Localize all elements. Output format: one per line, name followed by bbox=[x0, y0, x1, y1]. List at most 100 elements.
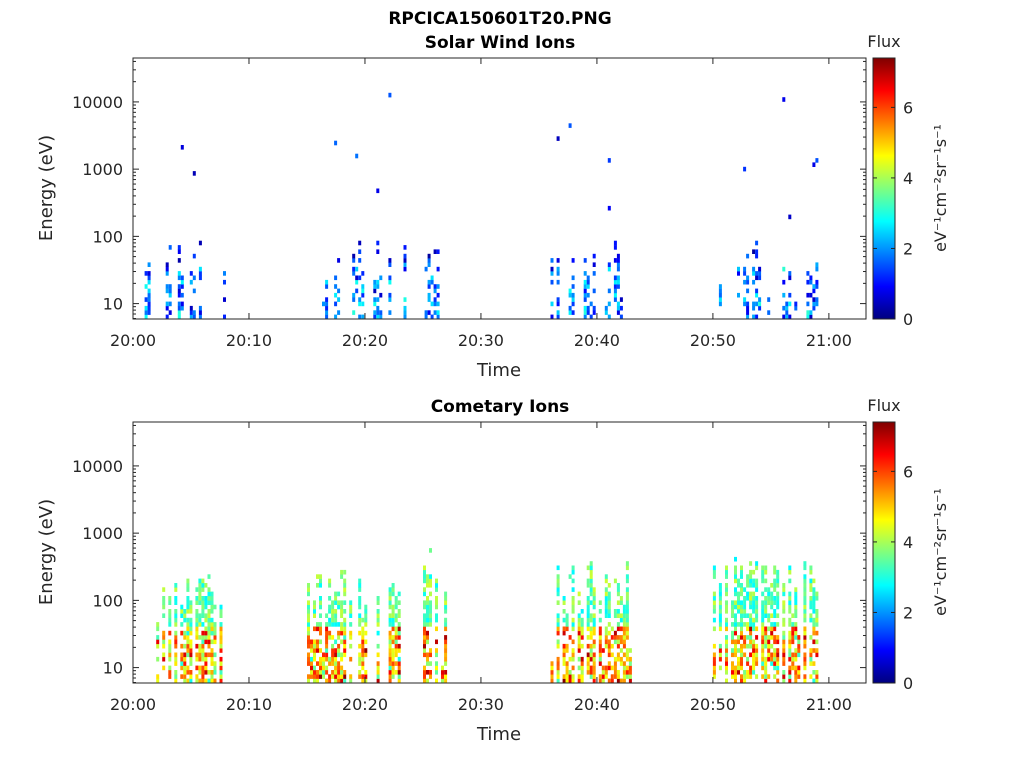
spectrogram-cell bbox=[734, 678, 737, 684]
spectrogram-cell bbox=[340, 569, 344, 575]
spectrogram-cell bbox=[358, 314, 362, 320]
spectrogram-cell bbox=[343, 622, 347, 627]
spectrogram-cell bbox=[388, 617, 392, 623]
spectrogram-cell bbox=[441, 678, 444, 684]
spectrogram-cell bbox=[788, 617, 792, 623]
spectrogram-cell bbox=[204, 639, 208, 645]
spectrogram-cell bbox=[316, 670, 319, 675]
spectrogram-cell bbox=[598, 656, 602, 662]
spectrogram-cell bbox=[313, 643, 316, 649]
spectrogram-cell bbox=[556, 630, 560, 636]
spectrogram-cell bbox=[210, 674, 214, 679]
spectrogram-cell bbox=[755, 604, 759, 610]
spectrogram-cell bbox=[725, 574, 728, 579]
spectrogram-cell bbox=[718, 583, 722, 588]
spectrogram-cell bbox=[376, 314, 380, 320]
spectrogram-cell bbox=[186, 626, 190, 632]
spectrogram-cell bbox=[562, 626, 566, 632]
spectrogram-cell bbox=[195, 674, 199, 679]
spectrogram-cell bbox=[436, 301, 440, 307]
spectrogram-cell bbox=[749, 622, 753, 627]
spectrogram-cell bbox=[797, 635, 801, 640]
spectrogram-cell bbox=[746, 310, 750, 315]
spectrogram-cell bbox=[394, 600, 398, 605]
spectrogram-cell bbox=[601, 678, 605, 684]
spectrogram-cell bbox=[788, 622, 792, 627]
spectrogram-cell bbox=[316, 674, 319, 679]
spectrogram-cell bbox=[556, 565, 560, 571]
spectrogram-cell bbox=[207, 639, 211, 645]
spectrogram-cell bbox=[734, 630, 737, 636]
spectrogram-cell bbox=[568, 305, 572, 311]
spectrogram-cell bbox=[619, 600, 623, 605]
x-tick-label: 20:20 bbox=[342, 695, 388, 714]
spectrogram-cell bbox=[785, 310, 789, 315]
spectrogram-cell bbox=[592, 630, 596, 636]
spectrogram-cell bbox=[328, 583, 332, 588]
spectrogram-cell bbox=[204, 626, 208, 632]
spectrogram-cell bbox=[198, 271, 202, 276]
spectrogram-cell bbox=[436, 292, 440, 298]
spectrogram-cell bbox=[610, 643, 614, 649]
spectrogram-cell bbox=[358, 297, 362, 302]
spectrogram-cell bbox=[746, 661, 750, 666]
spectrogram-cell bbox=[355, 279, 359, 285]
spectrogram-cell bbox=[616, 253, 620, 259]
spectrogram-cell bbox=[556, 656, 560, 662]
spectrogram-cell bbox=[610, 674, 614, 679]
spectrogram-cell bbox=[625, 561, 629, 566]
spectrogram-cell bbox=[809, 613, 813, 618]
spectrogram-cell bbox=[310, 670, 313, 675]
spectrogram-cell bbox=[313, 670, 316, 675]
spectrogram-cell bbox=[397, 665, 401, 671]
spectrogram-cell bbox=[444, 609, 448, 614]
spectrogram-cell bbox=[625, 670, 629, 675]
spectrogram-cell bbox=[764, 604, 768, 610]
spectrogram-cell bbox=[189, 617, 193, 623]
spectrogram-cell bbox=[788, 652, 792, 658]
spectrogram-cell bbox=[403, 258, 407, 263]
spectrogram-cell bbox=[319, 661, 322, 666]
spectrogram-cell bbox=[325, 622, 329, 627]
spectrogram-cell bbox=[604, 596, 608, 601]
spectrogram-cell bbox=[325, 652, 329, 658]
spectrogram-cell bbox=[767, 617, 771, 623]
spectrogram-cell bbox=[794, 613, 798, 618]
spectrogram-cell bbox=[755, 253, 759, 259]
spectrogram-cell bbox=[604, 587, 608, 592]
spectrogram-cell bbox=[322, 674, 325, 679]
spectrogram-cell bbox=[725, 587, 728, 592]
spectrogram-cell bbox=[718, 600, 722, 605]
spectrogram-cell bbox=[319, 639, 322, 645]
spectrogram-cell bbox=[592, 600, 596, 605]
spectrogram-cell bbox=[376, 284, 380, 289]
spectrogram-cell bbox=[340, 574, 344, 579]
spectrogram-cell bbox=[592, 665, 596, 671]
spectrogram-cell bbox=[577, 600, 581, 605]
spectrogram-cell bbox=[349, 622, 353, 627]
spectrogram-cell bbox=[429, 609, 432, 614]
spectrogram-cell bbox=[550, 271, 554, 276]
spectrogram-cell bbox=[337, 674, 341, 679]
spectrogram-cell bbox=[441, 665, 444, 671]
spectrogram-cell bbox=[607, 678, 611, 684]
spectrogram-cell bbox=[313, 665, 316, 671]
spectrogram-cell bbox=[195, 678, 199, 684]
spectrogram-cell bbox=[604, 643, 608, 649]
x-tick-label: 20:40 bbox=[574, 331, 620, 350]
spectrogram-cell bbox=[622, 661, 626, 666]
spectrogram-cell bbox=[429, 674, 432, 679]
spectrogram-cell bbox=[788, 674, 792, 679]
spectrogram-cell bbox=[565, 648, 569, 653]
spectrogram-cell bbox=[358, 587, 362, 592]
spectrogram-cell bbox=[358, 674, 362, 679]
spectrogram-cell bbox=[586, 604, 590, 610]
spectrogram-cell bbox=[743, 639, 747, 645]
spectrogram-cell bbox=[712, 596, 716, 601]
spectrogram-cell bbox=[562, 609, 566, 614]
spectrogram-cell bbox=[589, 565, 593, 571]
spectrogram-cell bbox=[444, 643, 448, 649]
spectrogram-cell bbox=[580, 643, 584, 649]
spectrogram-cell bbox=[219, 604, 223, 610]
spectrogram-cell bbox=[592, 661, 596, 666]
